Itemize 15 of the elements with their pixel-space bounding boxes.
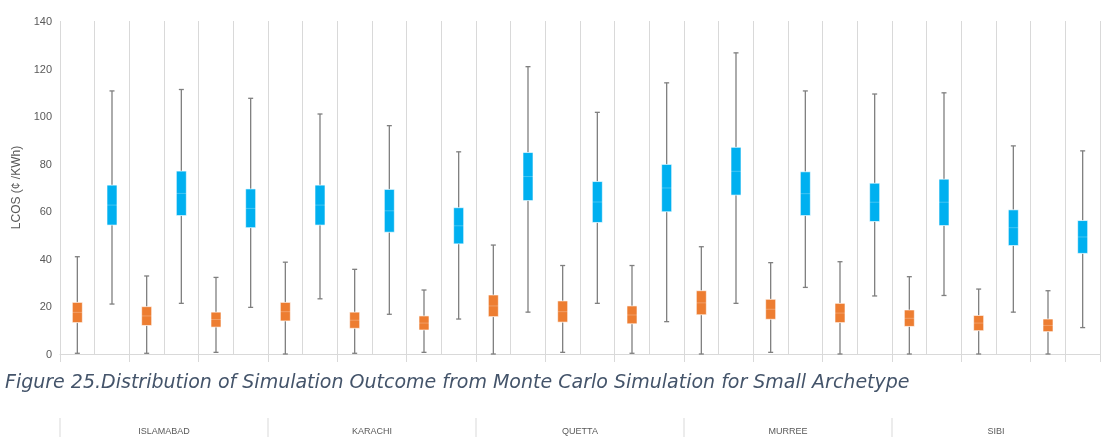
text: KARACHI <box>351 426 393 436</box>
text: ISLAMABAD <box>138 426 191 436</box>
text: Figure 25.Distribution of Simulation Outcome from Monte Carlo Simulation for Small Archetype <box>5 369 910 392</box>
y-tick-label: 140 <box>33 15 52 27</box>
text: MURREE <box>768 426 808 436</box>
y-tick-label: 20 <box>39 300 52 313</box>
y-tick-label: 80 <box>39 157 52 170</box>
y-axis-title: LCOS (¢ /KWh) <box>9 145 23 230</box>
y-tick-label: 120 <box>33 62 52 75</box>
y-tick-label: 40 <box>39 252 52 265</box>
y-tick-label: 60 <box>39 205 52 218</box>
y-tick-label: 0 <box>45 348 52 360</box>
y-tick-label: 100 <box>33 110 52 123</box>
text: QUETTA <box>562 426 598 436</box>
text: SIBI <box>987 426 1005 436</box>
